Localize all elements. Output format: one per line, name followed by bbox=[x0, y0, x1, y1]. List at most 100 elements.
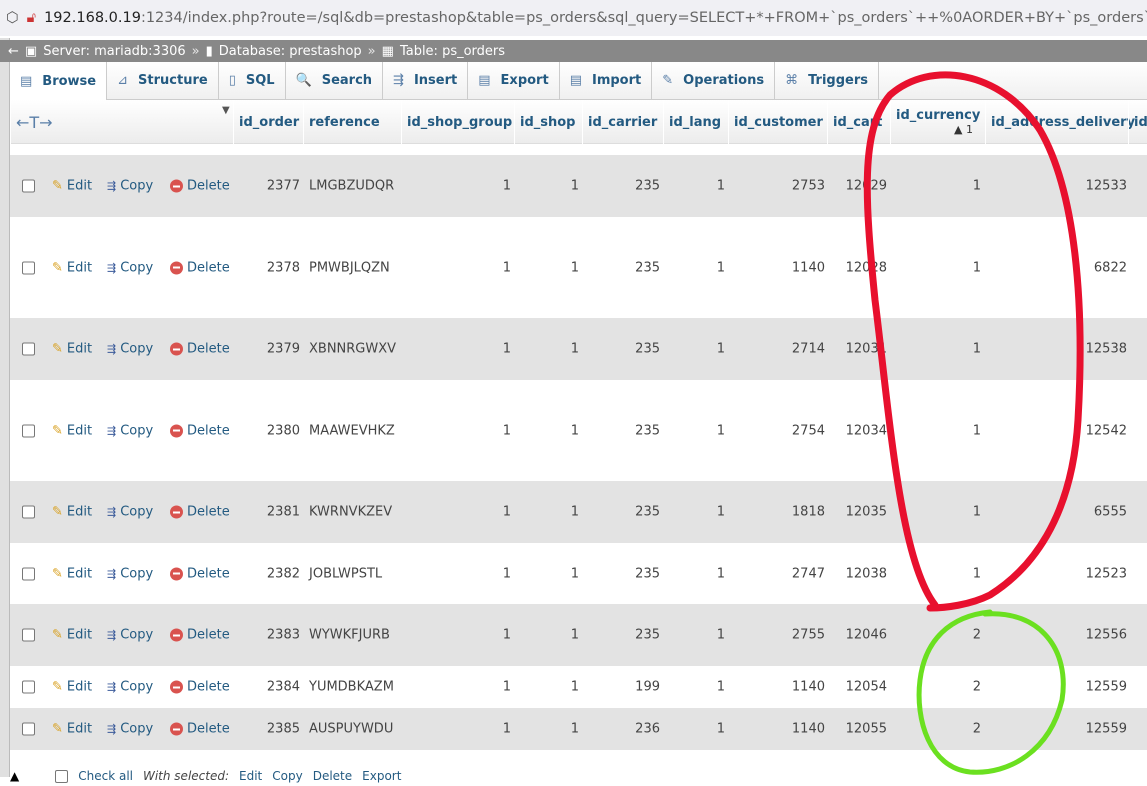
cell-id-lang[interactable]: 1 bbox=[716, 260, 725, 275]
column-header-id-order[interactable]: id_order bbox=[233, 100, 303, 144]
breadcrumb-database[interactable]: Database: prestashop bbox=[218, 43, 362, 59]
cell-id-order[interactable]: 2379 bbox=[266, 341, 300, 357]
cell-id-customer[interactable]: 2753 bbox=[791, 178, 825, 194]
row-checkbox[interactable] bbox=[22, 680, 35, 694]
tab-import[interactable]: ▤ Import bbox=[560, 62, 653, 99]
cell-id-customer[interactable]: 2755 bbox=[791, 627, 825, 643]
cell-id-cart[interactable]: 12028 bbox=[845, 260, 887, 275]
cell-id-shop[interactable]: 1 bbox=[570, 178, 579, 194]
column-header-id-address-delivery[interactable]: id_address_delivery bbox=[985, 100, 1135, 144]
cell-id-currency[interactable]: 1 bbox=[972, 504, 981, 520]
edit-button[interactable]: ✎ Edit bbox=[52, 505, 92, 520]
copy-button[interactable]: ⇶ Copy bbox=[107, 342, 153, 357]
row-checkbox[interactable] bbox=[22, 722, 35, 736]
cell-id-carrier[interactable]: 235 bbox=[635, 504, 660, 520]
copy-button[interactable]: ⇶ Copy bbox=[107, 260, 153, 275]
cell-id-lang[interactable]: 1 bbox=[716, 721, 725, 737]
cell-id-carrier[interactable]: 235 bbox=[635, 566, 660, 581]
column-header-id-cart[interactable]: id_cart bbox=[827, 100, 890, 144]
breadcrumb-server[interactable]: Server: mariadb:3306 bbox=[43, 43, 186, 59]
cell-id-address-delivery[interactable]: 12533 bbox=[1085, 178, 1127, 194]
bulk-export-button[interactable]: Export bbox=[362, 769, 402, 783]
edit-button[interactable]: ✎ Edit bbox=[52, 628, 92, 643]
cell-id-carrier[interactable]: 235 bbox=[635, 627, 660, 643]
cell-reference[interactable]: XBNNRGWXV bbox=[309, 341, 397, 357]
cell-id-cart[interactable]: 12031 bbox=[845, 341, 887, 357]
row-checkbox[interactable] bbox=[22, 567, 35, 580]
cell-reference[interactable]: WYWKFJURB bbox=[309, 627, 390, 643]
cell-id-address-delivery[interactable]: 6555 bbox=[1093, 504, 1127, 520]
delete-button[interactable]: Delete bbox=[170, 342, 230, 357]
cell-id-currency[interactable]: 1 bbox=[972, 423, 981, 438]
cell-id-order[interactable]: 2383 bbox=[266, 627, 300, 643]
cell-id-cart[interactable]: 12055 bbox=[845, 721, 887, 737]
cell-id-carrier[interactable]: 235 bbox=[635, 341, 660, 357]
cell-id-cart[interactable]: 12035 bbox=[845, 504, 887, 520]
cell-id-cart[interactable]: 12029 bbox=[845, 178, 887, 194]
cell-id-shop[interactable]: 1 bbox=[570, 260, 579, 275]
cell-id-lang[interactable]: 1 bbox=[716, 627, 725, 643]
column-header-id-shop[interactable]: id_shop bbox=[514, 100, 582, 144]
column-resize-control[interactable]: ←T→ bbox=[10, 100, 233, 144]
cell-id-shop-group[interactable]: 1 bbox=[502, 566, 511, 581]
delete-button[interactable]: Delete bbox=[170, 680, 230, 695]
cell-id-shop[interactable]: 1 bbox=[570, 627, 579, 643]
column-header-reference[interactable]: reference bbox=[303, 100, 401, 144]
cell-id-customer[interactable]: 2754 bbox=[791, 423, 825, 438]
copy-button[interactable]: ⇶ Copy bbox=[107, 566, 153, 581]
edit-button[interactable]: ✎ Edit bbox=[52, 179, 92, 194]
cell-id-carrier[interactable]: 236 bbox=[635, 721, 660, 737]
check-all-label[interactable]: Check all bbox=[78, 769, 133, 783]
cell-id-order[interactable]: 2382 bbox=[266, 566, 300, 581]
cell-id-address-delivery[interactable]: 12523 bbox=[1085, 566, 1127, 581]
cell-id-customer[interactable]: 1140 bbox=[791, 260, 825, 275]
cell-id-shop-group[interactable]: 1 bbox=[502, 721, 511, 737]
tab-insert[interactable]: ⇶ Insert bbox=[383, 62, 469, 99]
cell-id-order[interactable]: 2381 bbox=[266, 504, 300, 520]
cell-id-shop[interactable]: 1 bbox=[570, 423, 579, 438]
bulk-edit-button[interactable]: Edit bbox=[239, 769, 263, 783]
delete-button[interactable]: Delete bbox=[170, 566, 230, 581]
cell-id-address-delivery[interactable]: 12542 bbox=[1085, 423, 1127, 438]
bulk-delete-button[interactable]: Delete bbox=[312, 769, 353, 783]
cell-id-currency[interactable]: 2 bbox=[972, 721, 981, 737]
cell-id-currency[interactable]: 1 bbox=[972, 260, 981, 275]
row-checkbox[interactable] bbox=[22, 179, 35, 193]
cell-id-shop-group[interactable]: 1 bbox=[502, 679, 511, 695]
row-checkbox[interactable] bbox=[22, 505, 35, 519]
cell-id-lang[interactable]: 1 bbox=[716, 566, 725, 581]
cell-id-address-delivery[interactable]: 12559 bbox=[1085, 721, 1127, 737]
cell-id-shop-group[interactable]: 1 bbox=[502, 627, 511, 643]
cell-id-order[interactable]: 2378 bbox=[266, 260, 300, 275]
delete-button[interactable]: Delete bbox=[170, 722, 230, 737]
cell-reference[interactable]: KWRNVKZEV bbox=[309, 504, 393, 520]
tab-export[interactable]: ▤ Export bbox=[468, 62, 560, 99]
bulk-copy-button[interactable]: Copy bbox=[272, 769, 303, 783]
cell-id-customer[interactable]: 1818 bbox=[791, 504, 825, 520]
copy-button[interactable]: ⇶ Copy bbox=[107, 680, 153, 695]
column-header-id-currency[interactable]: id_currency ▲ 1 bbox=[890, 100, 985, 144]
cell-reference[interactable]: LMGBZUDQR bbox=[309, 178, 395, 194]
copy-button[interactable]: ⇶ Copy bbox=[107, 179, 153, 194]
cell-id-lang[interactable]: 1 bbox=[716, 178, 725, 194]
row-checkbox[interactable] bbox=[22, 628, 35, 642]
cell-reference[interactable]: YUMDBKAZM bbox=[309, 679, 394, 695]
cell-id-lang[interactable]: 1 bbox=[716, 341, 725, 357]
cell-id-order[interactable]: 2384 bbox=[266, 679, 300, 695]
edit-button[interactable]: ✎ Edit bbox=[52, 260, 92, 275]
cell-id-customer[interactable]: 1140 bbox=[791, 679, 825, 695]
check-all-checkbox[interactable] bbox=[55, 769, 69, 783]
cell-id-order[interactable]: 2385 bbox=[266, 721, 300, 737]
cell-id-carrier[interactable]: 199 bbox=[635, 679, 660, 695]
tab-structure[interactable]: ⊿ Structure bbox=[107, 62, 219, 99]
column-options-dropdown-icon[interactable]: ▼ bbox=[222, 104, 230, 116]
cell-id-shop-group[interactable]: 1 bbox=[502, 178, 511, 194]
cell-id-address-delivery[interactable]: 6822 bbox=[1093, 260, 1127, 275]
cell-id-address-delivery[interactable]: 12556 bbox=[1085, 627, 1127, 643]
edit-button[interactable]: ✎ Edit bbox=[52, 566, 92, 581]
cell-id-lang[interactable]: 1 bbox=[716, 679, 725, 695]
delete-button[interactable]: Delete bbox=[170, 260, 230, 275]
cell-id-order[interactable]: 2377 bbox=[266, 178, 300, 194]
cell-id-address-delivery[interactable]: 12559 bbox=[1085, 679, 1127, 695]
cell-id-shop-group[interactable]: 1 bbox=[502, 423, 511, 438]
